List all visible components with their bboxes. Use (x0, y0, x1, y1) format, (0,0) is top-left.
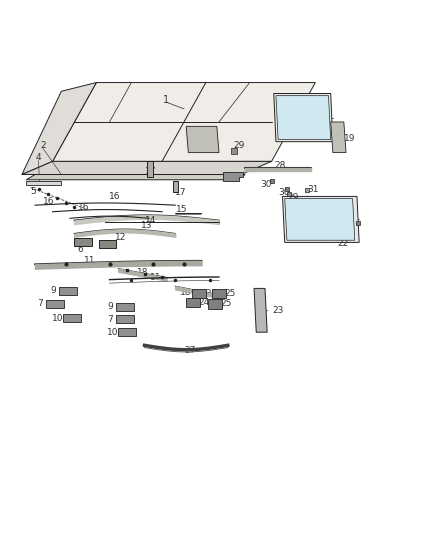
Text: 5: 5 (30, 187, 36, 196)
FancyBboxPatch shape (116, 303, 134, 311)
FancyBboxPatch shape (46, 300, 64, 308)
Text: 23: 23 (272, 306, 284, 315)
FancyBboxPatch shape (99, 240, 116, 248)
Text: 29: 29 (287, 193, 298, 202)
Text: 21: 21 (300, 108, 311, 117)
FancyBboxPatch shape (74, 238, 92, 246)
Text: 24: 24 (198, 298, 210, 307)
Text: 13: 13 (141, 221, 152, 230)
Text: 17: 17 (175, 188, 186, 197)
Text: 6: 6 (77, 245, 83, 254)
Polygon shape (53, 83, 315, 161)
Text: 14: 14 (145, 215, 157, 224)
Text: 22: 22 (337, 239, 348, 248)
FancyBboxPatch shape (208, 299, 222, 309)
Text: 9: 9 (107, 302, 113, 311)
FancyBboxPatch shape (186, 297, 200, 307)
Text: 15: 15 (176, 205, 187, 214)
Polygon shape (223, 172, 243, 181)
Text: 10: 10 (107, 328, 118, 337)
Text: 30: 30 (261, 180, 272, 189)
Polygon shape (285, 199, 355, 240)
Polygon shape (283, 197, 359, 243)
Text: 12: 12 (115, 232, 126, 241)
Text: 17: 17 (145, 166, 156, 175)
FancyBboxPatch shape (192, 289, 206, 298)
Text: 18: 18 (180, 288, 191, 297)
Polygon shape (26, 174, 245, 180)
Text: 19: 19 (344, 134, 355, 143)
Text: 16: 16 (43, 197, 55, 206)
Text: 18: 18 (137, 268, 148, 277)
FancyBboxPatch shape (212, 289, 226, 298)
Text: 25: 25 (225, 289, 236, 298)
Text: 25: 25 (220, 299, 232, 308)
Text: 20: 20 (225, 172, 237, 181)
Text: 16: 16 (109, 192, 120, 201)
Text: 2: 2 (40, 141, 46, 150)
Text: 11: 11 (84, 256, 95, 265)
FancyBboxPatch shape (116, 315, 134, 323)
Text: 4: 4 (36, 154, 41, 163)
Text: 31: 31 (307, 185, 318, 195)
Text: 27: 27 (185, 346, 196, 355)
Text: 7: 7 (37, 299, 43, 308)
Text: 16: 16 (78, 203, 90, 212)
Polygon shape (22, 83, 96, 174)
FancyBboxPatch shape (59, 287, 77, 295)
Text: 24: 24 (205, 289, 216, 298)
Text: 11: 11 (150, 273, 161, 282)
Text: 30: 30 (278, 188, 290, 197)
Text: 7: 7 (107, 314, 113, 324)
Polygon shape (274, 93, 333, 142)
FancyBboxPatch shape (147, 161, 153, 177)
Polygon shape (186, 126, 219, 152)
Polygon shape (254, 288, 267, 332)
FancyBboxPatch shape (26, 181, 61, 185)
Text: 10: 10 (52, 314, 64, 322)
Text: 19: 19 (186, 134, 198, 143)
FancyBboxPatch shape (173, 181, 178, 192)
Text: 9: 9 (50, 286, 57, 295)
FancyBboxPatch shape (118, 328, 136, 336)
Polygon shape (331, 122, 346, 152)
Text: 1: 1 (163, 95, 170, 105)
FancyBboxPatch shape (63, 314, 81, 322)
Polygon shape (276, 96, 331, 140)
Polygon shape (22, 161, 272, 174)
Text: 29: 29 (233, 141, 244, 150)
Text: 28: 28 (275, 161, 286, 170)
